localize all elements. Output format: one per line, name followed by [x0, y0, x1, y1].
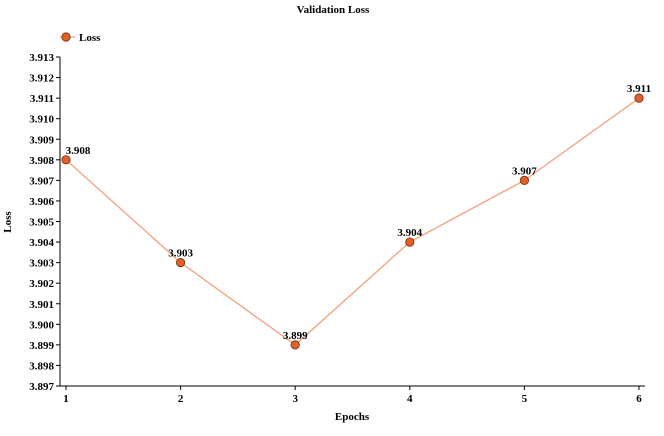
data-points: [61, 93, 644, 350]
x-tick-label: 6: [636, 393, 642, 405]
data-label: 3.903: [168, 248, 193, 260]
y-axis-title: Loss: [2, 211, 14, 233]
y-tick-label: 3.898: [29, 360, 54, 372]
x-tick-label: 3: [292, 393, 298, 405]
x-axis-title: Epochs: [335, 411, 370, 423]
y-tick-label: 3.908: [29, 155, 54, 167]
y-tick-label: 3.905: [29, 217, 54, 229]
y-tick-label: 3.901: [29, 299, 54, 311]
y-tick-label: 3.900: [29, 319, 54, 331]
x-tick-label: 5: [522, 393, 528, 405]
loss-series-line: [65, 97, 640, 346]
legend-label: Loss: [79, 32, 101, 44]
x-tick-label: 4: [407, 393, 413, 405]
y-tick-label: 3.907: [29, 175, 54, 187]
y-tick-label: 3.910: [29, 114, 54, 126]
y-ticks: 3.897 3.898 3.899 3.900 3.901 3.902 3.903 3.904…: [29, 52, 60, 393]
y-tick-label: 3.906: [29, 196, 54, 208]
data-labels: 3.908 3.903 3.899 3.904 3.907 3.911: [66, 83, 651, 342]
chart-title: Validation Loss: [297, 4, 370, 16]
data-label: 3.907: [512, 165, 537, 177]
x-ticks: 1 2 3 4 5 6: [63, 386, 642, 405]
y-tick-label: 3.897: [29, 381, 54, 393]
y-tick-label: 3.913: [29, 52, 54, 64]
data-label: 3.911: [627, 83, 651, 95]
series-line: [65, 97, 640, 346]
data-label: 3.908: [66, 145, 91, 157]
legend: Loss: [60, 32, 101, 44]
x-tick-label: 2: [178, 393, 184, 405]
y-tick-label: 3.902: [29, 278, 54, 290]
data-point: [61, 155, 71, 165]
data-point: [290, 340, 300, 350]
y-tick-label: 3.899: [29, 340, 54, 352]
data-label: 3.899: [283, 330, 308, 342]
y-tick-label: 3.911: [30, 93, 54, 105]
data-point: [519, 175, 530, 185]
x-tick-label: 1: [63, 393, 69, 405]
y-tick-label: 3.903: [29, 258, 54, 270]
data-label: 3.904: [397, 227, 422, 239]
data-point: [176, 258, 186, 268]
data-point: [405, 237, 415, 247]
y-tick-label: 3.909: [29, 134, 54, 146]
y-tick-label: 3.904: [29, 237, 54, 249]
data-point: [634, 93, 644, 103]
y-tick-label: 3.912: [29, 73, 54, 85]
legend-marker: [61, 32, 71, 42]
